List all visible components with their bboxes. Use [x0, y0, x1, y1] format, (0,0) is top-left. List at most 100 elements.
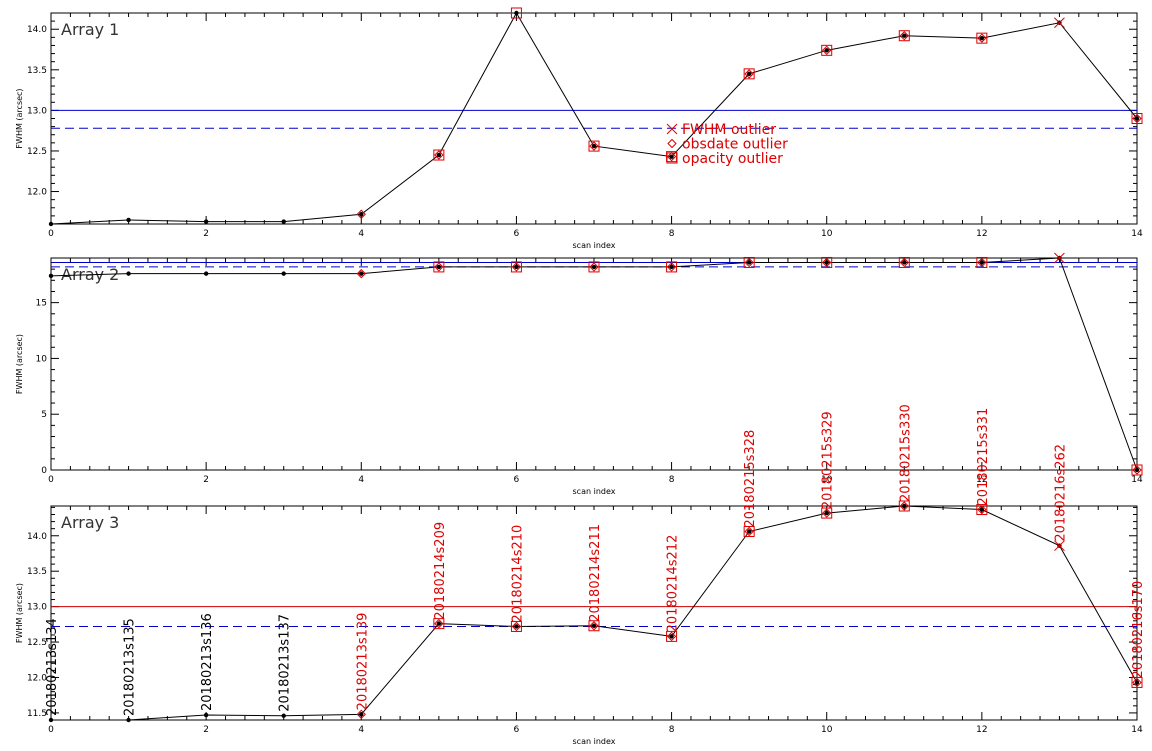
data-point: [436, 152, 442, 158]
chart-panel-2: 0 2 4 6 8 10 12 14 0 5 10 15 scan index FWHM (arcsec)…: [15, 252, 1143, 496]
data-point: [281, 713, 286, 718]
x-tick-label: 4: [358, 475, 364, 485]
x-tick-label: 8: [669, 475, 675, 485]
opacity-outlier-marker: [1131, 113, 1143, 124]
data-point: [48, 717, 54, 723]
obsdate-outlier-marker: [1132, 677, 1142, 688]
data-point: [1134, 116, 1140, 121]
data-point: [514, 10, 519, 16]
obsdate-outlier-marker: [511, 621, 522, 632]
data-point: [979, 260, 985, 265]
scan-point-label: 20180214s212: [666, 535, 681, 633]
opacity-outlier-marker: [898, 256, 910, 268]
x-tick-label: 10: [821, 725, 833, 735]
opacity-outlier-marker: [743, 68, 755, 80]
y-tick-label: 15: [36, 299, 47, 309]
x-tick-label: 0: [48, 229, 54, 239]
data-point: [824, 48, 829, 53]
legend-marker-opacity: [666, 152, 678, 164]
scan-point-label: 20180214s209: [433, 522, 448, 620]
scan-point-label: 20180215s330: [898, 404, 913, 502]
y-tick-label: 12.5: [27, 638, 47, 648]
data-point: [203, 271, 209, 276]
x-tick-label: 0: [48, 475, 54, 485]
data-point: [824, 510, 829, 516]
opacity-outlier-marker: [821, 507, 833, 519]
scan-point-label: 20180215s328: [743, 430, 758, 528]
x-axis-label: scan index: [573, 241, 616, 250]
y-tick-label: 13.0: [27, 106, 47, 116]
data-point: [48, 221, 54, 227]
data-point: [591, 143, 597, 149]
data-point: [979, 35, 985, 41]
scan-point-label: 20180214s211: [588, 524, 603, 622]
data-point: [902, 503, 907, 509]
obsdate-outlier-marker: [511, 262, 522, 272]
obsdate-outlier-marker: [822, 45, 832, 56]
fwhm-outlier-marker: [1054, 540, 1065, 552]
opacity-outlier-marker: [898, 30, 910, 42]
data-point: [669, 634, 674, 639]
data-point: [902, 33, 907, 38]
scan-point-label: 20180216s170: [1131, 581, 1146, 679]
data-point: [359, 212, 364, 217]
opacity-outlier-marker: [743, 256, 755, 268]
scan-point-label: 20180213s134: [45, 618, 60, 716]
opacity-outlier-marker: [433, 149, 445, 161]
x-tick-label: 6: [514, 725, 520, 735]
opacity-outlier-marker: [510, 261, 522, 273]
obsdate-outlier-marker: [589, 621, 599, 631]
opacity-outlier-marker: [821, 256, 833, 268]
opacity-outlier-marker: [588, 140, 600, 152]
y-axis-label: FWHM (arcsec): [15, 334, 24, 394]
obsdate-outlier-marker: [589, 262, 599, 272]
y-axis-label: FWHM (arcsec): [15, 583, 24, 643]
y-tick-label: 11.5: [27, 709, 47, 719]
scan-point-label: 20180215s331: [976, 408, 991, 506]
data-point: [48, 273, 54, 279]
opacity-outlier-marker: [898, 500, 910, 512]
data-point: [746, 260, 752, 265]
x-tick-label: 2: [203, 475, 209, 485]
data-point: [746, 71, 752, 77]
y-tick-label: 14.0: [27, 25, 47, 35]
opacity-outlier-marker: [666, 261, 678, 273]
panel-title: Array 3: [61, 513, 119, 532]
x-tick-label: 12: [976, 475, 987, 485]
plot-frame: [50, 257, 1138, 471]
obsdate-outlier-marker: [744, 69, 754, 79]
obsdate-outlier-marker: [899, 501, 909, 511]
y-tick-label: 13.0: [27, 603, 47, 613]
x-tick-label: 12: [976, 229, 987, 239]
data-point: [126, 717, 131, 723]
data-point: [436, 264, 442, 270]
obsdate-outlier-marker: [434, 618, 444, 629]
fwhm-outlier-marker: [1054, 17, 1065, 29]
y-tick-label: 12.0: [27, 673, 47, 683]
data-series-line: [50, 11, 1138, 225]
opacity-outlier-marker: [976, 504, 988, 516]
x-tick-label: 4: [358, 725, 364, 735]
obsdate-outlier-marker: [666, 631, 677, 642]
y-tick-label: 12.0: [27, 188, 47, 198]
x-tick-label: 10: [821, 229, 833, 239]
opacity-outlier-marker: [743, 526, 755, 538]
data-point: [979, 507, 985, 512]
obsdate-outlier-marker: [666, 151, 677, 162]
obsdate-outlier-marker: [356, 209, 366, 219]
data-point: [281, 219, 286, 224]
data-point: [591, 264, 597, 270]
legend-marker-obsdate: [667, 138, 677, 149]
data-point: [514, 624, 519, 629]
data-point: [359, 712, 364, 717]
scan-point-label: 20180215s329: [821, 411, 836, 509]
data-point: [902, 260, 907, 265]
x-tick-label: 6: [514, 229, 520, 239]
obsdate-outlier-marker: [356, 709, 366, 720]
x-axis-label: scan index: [573, 487, 616, 496]
scan-point-label: 20180214s210: [510, 525, 525, 623]
y-axis-label: FWHM (arcsec): [15, 88, 24, 148]
x-tick-label: 6: [514, 475, 520, 485]
x-tick-label: 0: [48, 725, 54, 735]
